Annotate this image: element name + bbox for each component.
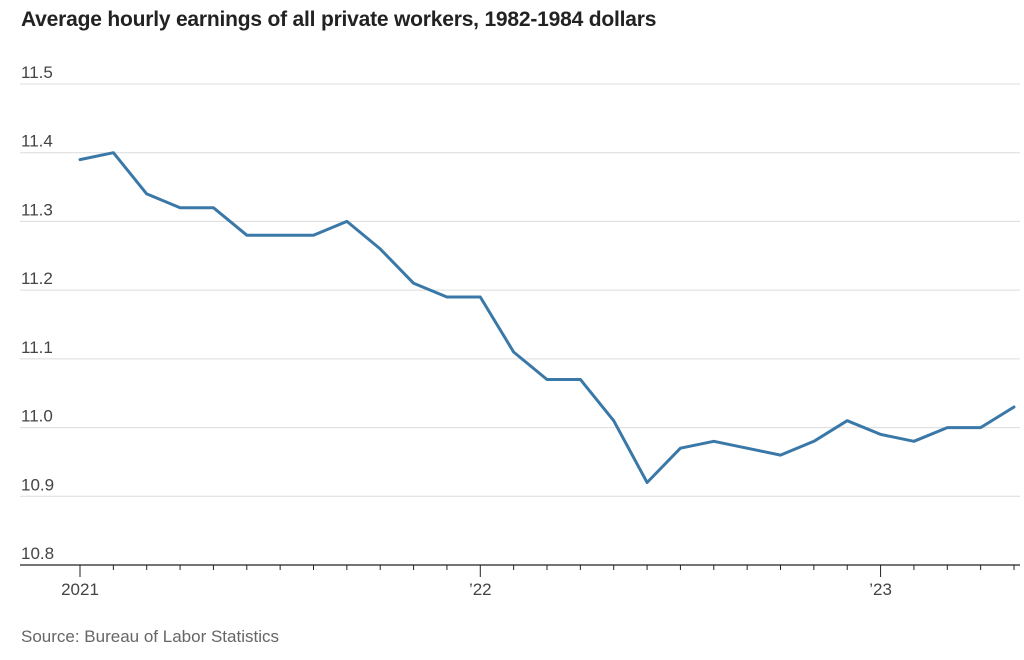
x-tick-label: 2021 <box>61 580 99 599</box>
y-axis-ticks: 11.5 11.4 11.3 11.2 11.1 11.0 10.9 10.8 <box>21 63 54 563</box>
gridlines <box>20 83 1020 566</box>
y-tick-label: 11.1 <box>21 338 53 357</box>
y-tick-label: 11.3 <box>21 200 53 219</box>
chart-title: Average hourly earnings of all private w… <box>21 8 657 31</box>
y-tick-label: 11.0 <box>21 407 53 426</box>
y-tick-label: 11.5 <box>21 63 53 82</box>
source-note: Source: Bureau of Labor Statistics <box>21 627 279 646</box>
series-line <box>78 151 1016 484</box>
y-tick-label: 10.9 <box>21 475 54 494</box>
y-tick-label: 11.2 <box>21 269 53 288</box>
series-layer <box>78 151 1016 484</box>
y-tick-label: 10.8 <box>21 544 54 563</box>
x-axis: 2021 ’22 ’23 <box>61 565 1015 599</box>
y-tick-label: 11.4 <box>21 132 53 151</box>
x-tick-label: ’22 <box>469 580 492 599</box>
x-tick-label: ’23 <box>869 580 892 599</box>
